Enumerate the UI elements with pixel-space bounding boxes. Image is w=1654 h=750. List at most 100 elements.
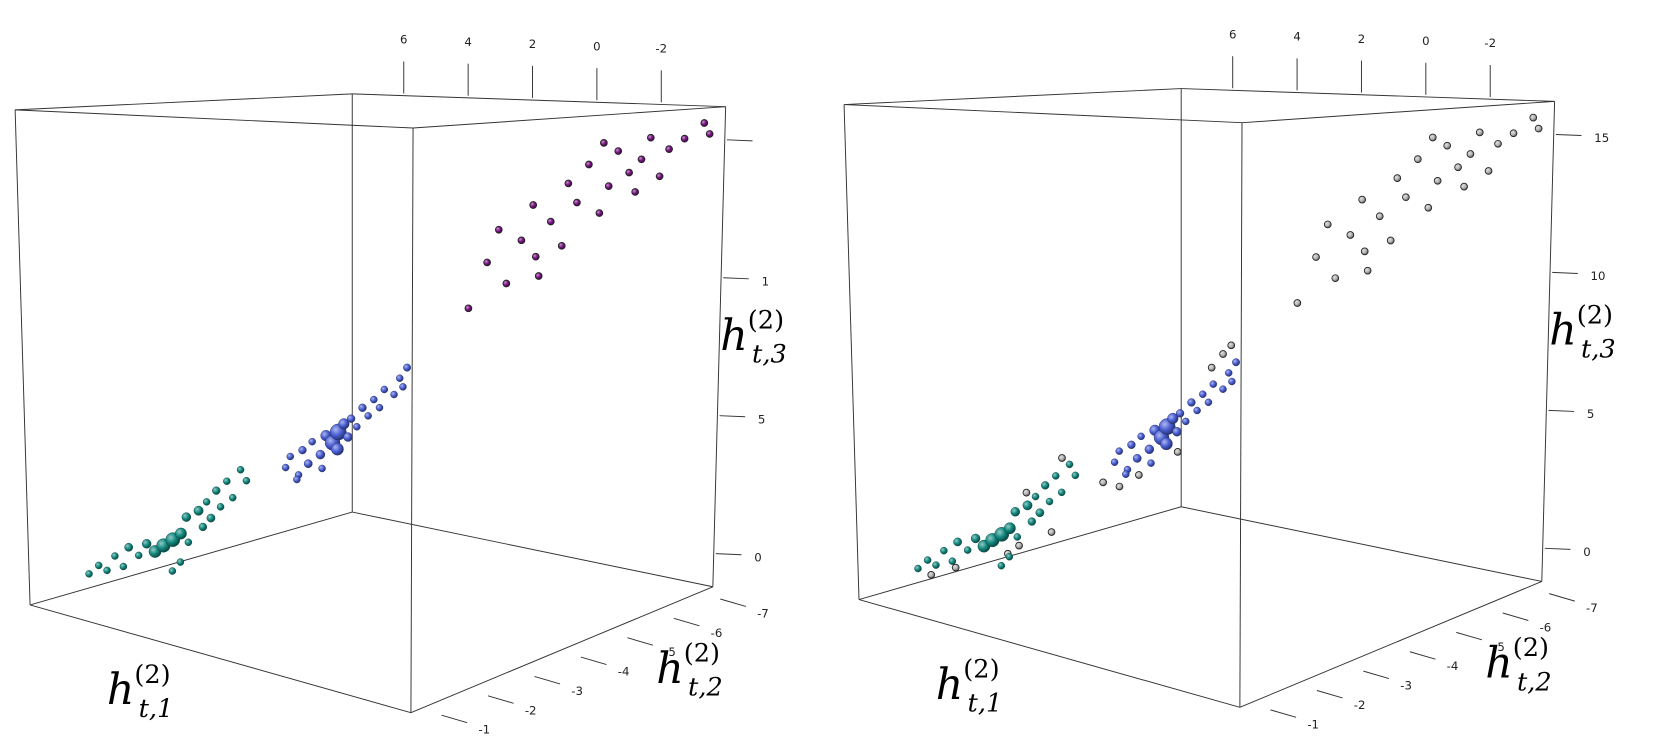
point — [1529, 113, 1538, 122]
x-tick-label: 2 — [529, 37, 536, 51]
point — [390, 390, 398, 399]
y-tick — [1502, 612, 1529, 621]
point — [927, 570, 936, 579]
point — [604, 182, 613, 190]
box-edge — [15, 109, 414, 129]
point — [315, 449, 326, 460]
point — [119, 562, 128, 571]
z-tick — [719, 415, 746, 418]
y-tick — [1549, 593, 1575, 602]
point — [1331, 274, 1340, 282]
point — [1466, 150, 1475, 158]
axis-title-sub: t,1 — [139, 694, 174, 724]
z-tick — [723, 277, 749, 280]
y-tick-label: -2 — [1354, 698, 1366, 712]
point — [303, 459, 313, 469]
point — [564, 179, 573, 188]
box-edge — [1541, 101, 1556, 582]
point — [1047, 528, 1056, 536]
point — [94, 561, 103, 570]
y-tick-label: -2 — [525, 703, 537, 717]
point — [614, 147, 623, 155]
point — [1137, 432, 1145, 441]
point — [1232, 358, 1240, 367]
point — [1065, 460, 1074, 469]
point — [600, 139, 608, 147]
point — [1015, 541, 1023, 550]
box-edge — [858, 506, 1182, 601]
point — [953, 537, 962, 547]
point — [1433, 176, 1442, 185]
point — [963, 546, 972, 554]
box-edge — [1181, 506, 1542, 582]
point — [1115, 447, 1123, 455]
y-tick-label: -7 — [1586, 601, 1598, 615]
point — [375, 403, 384, 412]
point — [1175, 409, 1185, 418]
point — [281, 463, 290, 472]
point — [236, 465, 245, 474]
point — [1224, 369, 1233, 377]
z-tick — [1552, 271, 1578, 274]
point — [1424, 203, 1433, 212]
y-tick-label: -7 — [757, 606, 769, 620]
point — [168, 567, 177, 575]
z-tick — [1555, 133, 1582, 137]
z-tick — [715, 553, 742, 556]
point — [216, 503, 225, 511]
z-tick-label: 5 — [758, 412, 765, 426]
axis-title-sub: t,1 — [968, 689, 1003, 719]
point — [141, 539, 152, 549]
point — [1057, 488, 1066, 497]
axis-title: h(2) t,1 — [107, 660, 173, 724]
point — [1460, 182, 1468, 191]
point — [595, 209, 604, 217]
point — [705, 130, 714, 138]
point — [625, 168, 633, 177]
point — [1132, 454, 1142, 463]
axis-title-base: h — [936, 660, 963, 710]
point — [940, 546, 948, 555]
point — [134, 551, 143, 560]
point — [198, 522, 208, 532]
axis-title-base: h — [107, 665, 134, 715]
point — [1010, 507, 1020, 517]
point — [1454, 163, 1462, 172]
point — [1402, 193, 1410, 202]
point — [338, 418, 350, 430]
point — [637, 155, 646, 164]
point — [1428, 133, 1437, 142]
point — [223, 477, 231, 485]
box-edge — [29, 604, 412, 714]
point — [464, 304, 473, 313]
point — [1071, 471, 1080, 480]
box-edge — [410, 128, 414, 713]
point — [1393, 174, 1402, 182]
y-tick — [487, 695, 514, 704]
point — [1160, 437, 1173, 451]
point — [1045, 497, 1054, 506]
box-edge — [712, 106, 727, 587]
point — [1099, 478, 1107, 487]
point — [1312, 253, 1320, 261]
x-tick-label: 4 — [464, 35, 471, 49]
point — [655, 172, 664, 181]
y-tick — [627, 637, 654, 646]
point — [358, 403, 367, 412]
box-edge — [843, 104, 860, 600]
point — [923, 556, 932, 564]
point — [680, 134, 689, 143]
point — [193, 505, 204, 516]
point — [631, 188, 640, 196]
point — [331, 442, 344, 456]
axis-title-sup: (2) — [1577, 300, 1613, 330]
box-edge — [844, 88, 1182, 106]
box-edge — [1239, 122, 1243, 708]
x-tick-label: 0 — [1422, 34, 1429, 48]
point — [1293, 299, 1302, 307]
y-tick-label: -4 — [618, 665, 630, 679]
x-tick-label: -2 — [655, 42, 667, 56]
point — [1173, 448, 1182, 456]
